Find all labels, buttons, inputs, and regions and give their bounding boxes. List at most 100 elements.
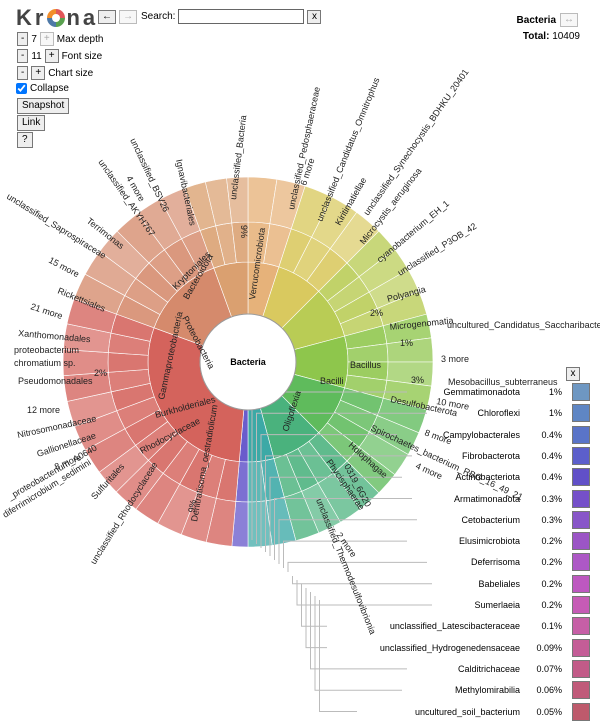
key-item-swatch[interactable] [572, 553, 590, 572]
key-item-swatch[interactable] [572, 638, 590, 657]
key-item[interactable]: Babeliales 0.2% [478, 573, 590, 595]
key-item-label: Gemmatimonadota [443, 387, 520, 397]
key-item-label: Deferrisoma [470, 557, 520, 568]
help-button[interactable]: ? [17, 132, 33, 148]
key-item-label: Armatimonadota [453, 493, 520, 504]
key-item-label: unclassified_Hydrogenedensaceae [379, 642, 520, 653]
label-proteobacterium: proteobacterium [14, 345, 79, 355]
search-bar: Search: x [141, 9, 322, 24]
help-wrap: ? [17, 132, 33, 148]
search-clear-button[interactable]: x [307, 9, 322, 24]
search-input[interactable] [178, 9, 305, 24]
logo-text-k: Kr [16, 5, 47, 30]
key-item[interactable]: Gemmatimonadota 1% [443, 381, 590, 403]
key-item-label: Actinobacteriota [455, 472, 520, 483]
key-item-swatch[interactable] [572, 596, 590, 614]
key-item-percent: 0.4% [541, 472, 562, 483]
details-total: Total: 10409 [523, 31, 580, 42]
key-item-swatch[interactable] [572, 446, 590, 465]
max-depth-increase-button[interactable]: + [39, 32, 54, 46]
max-depth-control: - 7 + Max depth [17, 32, 103, 46]
key-item-percent: 0.2% [541, 600, 562, 610]
forward-button[interactable]: → [119, 10, 138, 24]
key-item-swatch[interactable] [572, 574, 590, 593]
key-leader-line [278, 519, 417, 564]
snapshot-button[interactable]: Snapshot [17, 98, 70, 114]
key-item[interactable]: Campylobacterales 0.4% [443, 424, 590, 446]
label-twelve-more: 12 more [27, 405, 60, 415]
key-item[interactable]: Elusimicrobiota 0.2% [459, 530, 590, 552]
wedge-proteobacteria-l2-10[interactable] [107, 352, 149, 373]
key-item[interactable]: Cetobacterium 0.3% [461, 509, 590, 531]
key-item-swatch[interactable] [572, 681, 590, 700]
key-close-button[interactable]: x [566, 367, 580, 381]
key-item[interactable]: Deferrisoma 0.2% [471, 551, 590, 573]
key-leader-line [319, 600, 357, 712]
key-item-swatch[interactable] [572, 659, 590, 678]
key-item[interactable]: Sumerlaeia 0.2% [474, 594, 590, 616]
font-size-decrease-button[interactable]: - [17, 49, 29, 63]
key-item-swatch[interactable] [572, 617, 590, 636]
key-item-label: unclassified_Latescibacteraceae [389, 621, 520, 632]
key-item[interactable]: Methylomirabilia 0.06% [455, 679, 590, 701]
key-item-label: Calditrichaceae [457, 663, 520, 674]
key-item-percent: 0.06% [536, 685, 562, 696]
label-pseudomonadales: Pseudomonadales [18, 376, 93, 386]
key-item[interactable]: Chloroflexi 1% [477, 402, 590, 424]
label-bacillus: Bacillus [350, 360, 382, 370]
key-leader-line [265, 455, 412, 552]
key-item-swatch[interactable] [572, 404, 590, 423]
key-item-percent: 0.3% [541, 514, 562, 525]
details-panel: Bacteria ↔ [517, 13, 578, 27]
label-two-pct: 2% [370, 308, 383, 318]
key-item-swatch[interactable] [572, 489, 590, 508]
key-item-label: Methylomirabilia [454, 685, 520, 696]
key-item[interactable]: Fibrobacterota 0.4% [462, 445, 590, 467]
label-denitratisoma-pct: 9% [186, 499, 198, 514]
details-expand-button[interactable]: ↔ [560, 13, 578, 27]
key-item[interactable]: Calditrichaceae 0.07% [458, 658, 590, 680]
key-leader-line [310, 592, 407, 670]
collapse-checkbox[interactable] [16, 83, 27, 94]
chart-center[interactable] [199, 313, 297, 411]
key-leader-line [256, 412, 427, 544]
key-item-swatch[interactable] [572, 702, 590, 721]
key-item[interactable]: unclassified_Latescibacteraceae 0.1% [390, 615, 590, 637]
wedge-ignavibacteria-l3-2[interactable] [226, 176, 249, 224]
key-item-swatch[interactable] [572, 510, 590, 529]
key-leader-line [274, 498, 412, 560]
max-depth-decrease-button[interactable]: - [17, 32, 29, 46]
key-item-percent: 0.4% [541, 450, 562, 461]
chart-wedges [62, 176, 434, 548]
chart-size-decrease-button[interactable]: - [17, 66, 29, 80]
back-button[interactable]: ← [98, 10, 116, 24]
collapse-control: Collapse [16, 83, 69, 94]
chart-size-control: - + Chart size [17, 66, 93, 80]
key-item[interactable]: Armatimonadota 0.3% [454, 488, 590, 510]
key-item[interactable]: Actinobacteriota 0.4% [455, 466, 590, 488]
font-size-control: - 11 + Font size [17, 49, 102, 63]
details-name: Bacteria [516, 14, 556, 26]
link-button[interactable]: Link [17, 115, 46, 131]
chart-size-increase-button[interactable]: + [31, 66, 46, 80]
font-size-increase-button[interactable]: + [44, 49, 59, 63]
key-item-swatch[interactable] [572, 383, 590, 401]
font-size-label: Font size [61, 50, 103, 62]
key-item-label: uncultured_soil_bacterium [414, 706, 520, 717]
key-item-percent: 0.2% [541, 578, 562, 589]
key-item-swatch[interactable] [572, 468, 590, 487]
key-item[interactable]: uncultured_soil_bacterium 0.05% [415, 701, 590, 723]
key-item-percent: 0.4% [541, 429, 562, 440]
key-item-swatch[interactable] [572, 532, 590, 551]
logo-text-na: na [66, 5, 99, 30]
label-three-pct: 3% [411, 375, 424, 385]
key-item[interactable]: unclassified_Hydrogenedensaceae 0.09% [380, 637, 590, 659]
link-wrap: Link [17, 115, 46, 131]
search-label: Search: [141, 11, 176, 22]
nav-group: ← → [98, 10, 138, 24]
key-item-swatch[interactable] [572, 425, 590, 444]
key-item-percent: 0.07% [536, 663, 562, 674]
key-item-label: Cetobacterium [461, 514, 520, 525]
key-item-label: Sumerlaeia [474, 600, 520, 610]
